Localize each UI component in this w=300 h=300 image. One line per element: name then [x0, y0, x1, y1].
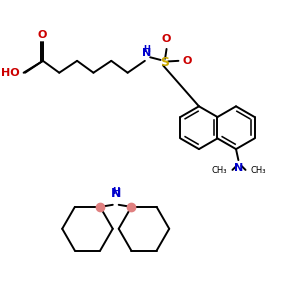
Text: O: O — [182, 56, 192, 66]
Text: O: O — [37, 30, 47, 40]
Text: CH₃: CH₃ — [251, 166, 266, 175]
Text: HO: HO — [1, 68, 20, 78]
Text: S: S — [160, 56, 169, 69]
Text: CH₃: CH₃ — [212, 166, 227, 175]
Text: H: H — [143, 45, 150, 54]
Text: H: H — [112, 187, 119, 196]
Text: N: N — [142, 48, 151, 58]
Text: O: O — [162, 34, 171, 44]
Text: N: N — [234, 163, 244, 173]
Text: N: N — [110, 187, 121, 200]
